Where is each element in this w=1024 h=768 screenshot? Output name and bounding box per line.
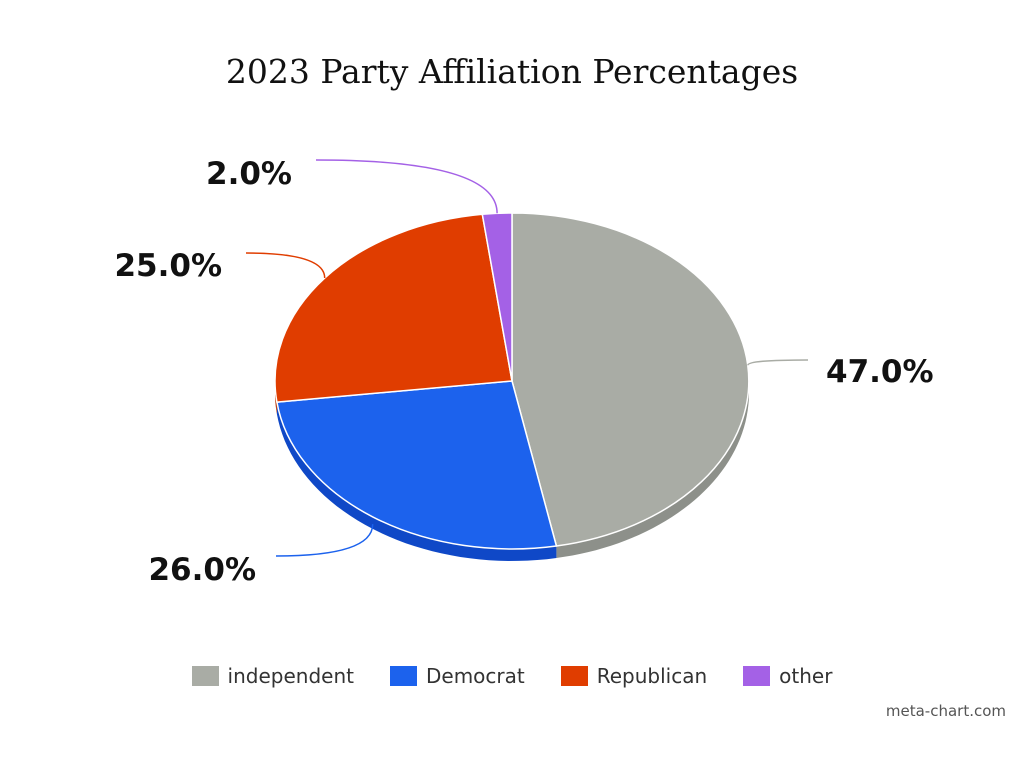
leader-line-independent [747, 359, 809, 366]
leader-line-democrat [275, 524, 374, 557]
pie-slices [274, 212, 750, 550]
credit-link[interactable]: meta-chart.com [885, 702, 1006, 720]
legend-item-independent[interactable]: independent [191, 664, 354, 688]
legend: independent Democrat Republican other [0, 664, 1024, 688]
slice-label-republican: 25.0% [114, 248, 222, 284]
legend-label-democrat: Democrat [425, 664, 525, 688]
leader-line-other [315, 159, 498, 214]
chart-title: 2023 Party Affiliation Percentages [225, 52, 799, 91]
pie-slice-republican[interactable] [274, 213, 513, 403]
pie-side-independent [556, 381, 749, 558]
legend-item-republican[interactable]: Republican [560, 664, 708, 688]
legend-swatch-other [743, 666, 771, 686]
legend-label-other: other [779, 664, 833, 688]
pie-slice-independent[interactable] [511, 212, 750, 547]
pie-labels: 47.0% 26.0% 25.0% 2.0% [114, 156, 933, 588]
legend-label-independent: independent [227, 664, 354, 688]
leader-line-republican [245, 252, 326, 279]
legend-item-democrat[interactable]: Democrat [389, 664, 525, 688]
pie-leaders [245, 159, 809, 557]
legend-swatch-republican [560, 666, 588, 686]
slice-label-other: 2.0% [206, 156, 292, 192]
legend-swatch-democrat [389, 666, 417, 686]
legend-label-republican: Republican [596, 664, 708, 688]
pie-slice-democrat[interactable] [276, 380, 558, 550]
slice-label-independent: 47.0% [826, 354, 934, 390]
slice-label-democrat: 26.0% [148, 552, 256, 588]
legend-swatch-independent [191, 666, 219, 686]
pie-slice-other[interactable] [481, 212, 513, 382]
legend-item-other[interactable]: other [743, 664, 832, 688]
